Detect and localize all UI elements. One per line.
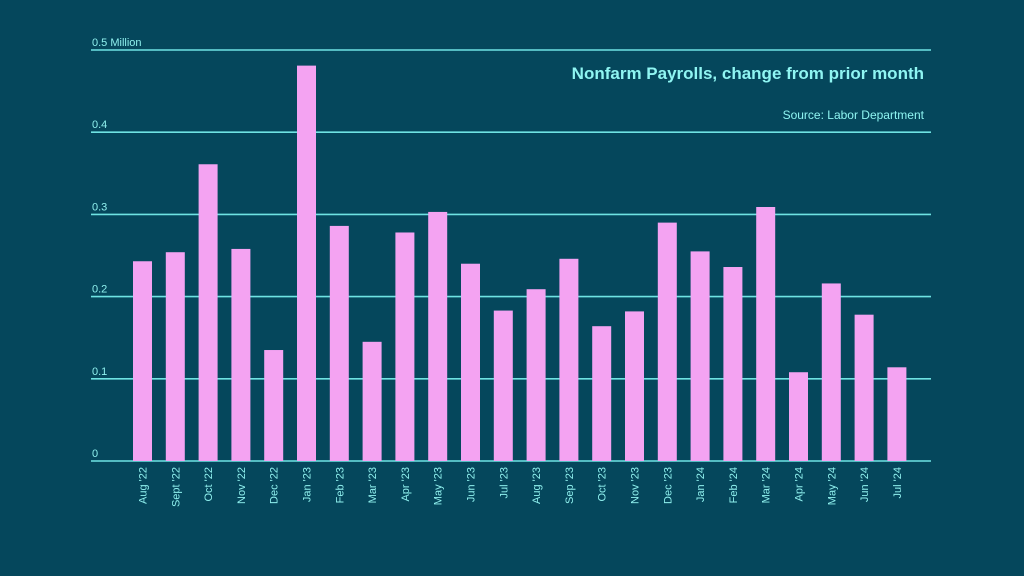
chart-source: Source: Labor Department	[783, 108, 925, 122]
bar	[362, 341, 382, 461]
x-tick-label: Nov '22	[236, 467, 248, 504]
y-axis-ticks: 0 0.1 0.2 0.3 0.4 0.5 Million	[92, 37, 142, 460]
y-tick-label: 0.3	[92, 201, 107, 213]
x-tick-label: Aug '23	[531, 467, 543, 504]
bar	[198, 164, 218, 461]
bar	[756, 207, 776, 461]
bar	[493, 310, 513, 461]
x-tick-label: Mar '23	[367, 467, 379, 503]
bar	[329, 225, 349, 461]
bar	[592, 326, 612, 461]
x-tick-label: Oct '23	[597, 467, 609, 502]
bar	[657, 222, 677, 461]
x-tick-label: Dec '23	[662, 467, 674, 504]
x-tick-label: Jan '24	[695, 467, 707, 502]
x-tick-label: Dec '22	[269, 467, 281, 504]
x-tick-label: Mar '24	[761, 467, 773, 503]
bar	[165, 252, 185, 461]
x-tick-label: Jul '24	[892, 467, 904, 498]
bar	[395, 232, 415, 461]
bar	[297, 65, 316, 462]
bar	[887, 367, 907, 461]
bar	[264, 350, 284, 461]
x-tick-label: Feb '24	[728, 467, 740, 503]
bar	[133, 261, 152, 461]
bar	[690, 251, 710, 461]
bar	[526, 289, 546, 461]
y-tick-label: 0	[92, 448, 98, 460]
chart-title: Nonfarm Payrolls, change from prior mont…	[572, 64, 924, 83]
x-tick-label: May '24	[826, 467, 838, 505]
bar	[461, 263, 480, 461]
bar	[559, 258, 579, 461]
bar	[231, 248, 251, 461]
x-tick-label: Feb '23	[334, 467, 346, 503]
bar	[625, 311, 644, 461]
y-tick-label: 0.5 Million	[92, 37, 142, 49]
x-axis-ticks: Aug '22 Sept '22 Oct '22 Nov '22 Dec '22 Jan …	[138, 467, 904, 507]
x-tick-label: Apr '23	[400, 467, 412, 502]
y-tick-label: 0.2	[92, 284, 107, 296]
bar	[428, 211, 448, 461]
x-tick-label: Sept '22	[170, 467, 182, 507]
x-tick-label: Apr '24	[794, 467, 806, 502]
x-tick-label: Jun '24	[859, 467, 871, 502]
bars	[133, 65, 907, 462]
x-tick-label: May '23	[433, 467, 445, 505]
x-tick-label: Jun '23	[466, 467, 478, 502]
x-tick-label: Jul '23	[498, 467, 510, 498]
bar	[821, 283, 841, 461]
bar	[723, 267, 743, 461]
y-tick-label: 0.4	[92, 119, 107, 131]
y-tick-label: 0.1	[92, 366, 107, 378]
x-tick-label: Jan '23	[302, 467, 314, 502]
bar	[789, 372, 808, 461]
x-tick-label: Aug '22	[138, 467, 150, 504]
x-tick-label: Oct '22	[203, 467, 215, 502]
bar	[854, 314, 874, 461]
x-tick-label: Sep '23	[564, 467, 576, 504]
x-tick-label: Nov '23	[630, 467, 642, 504]
